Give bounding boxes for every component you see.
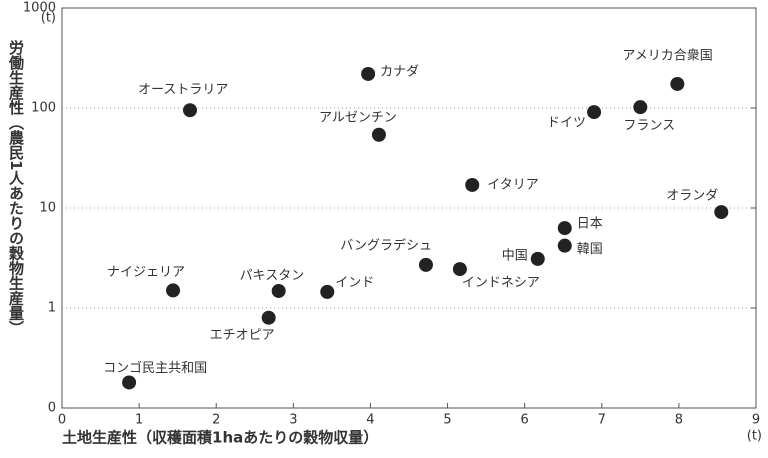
point-label: 日本 bbox=[577, 217, 603, 232]
point-label: オーストラリア bbox=[138, 83, 228, 98]
y-tick-label: 1 bbox=[48, 301, 56, 316]
point bbox=[371, 127, 386, 142]
x-unit: (t) bbox=[747, 429, 762, 444]
x-tick-label: 9 bbox=[752, 413, 760, 428]
point-label: フランス bbox=[623, 119, 675, 134]
point bbox=[587, 105, 602, 120]
point-label: インド bbox=[335, 275, 374, 290]
y-tick-label: 100 bbox=[31, 101, 56, 116]
point-label: インドネシア bbox=[462, 276, 540, 291]
point bbox=[271, 283, 286, 298]
point bbox=[320, 284, 335, 299]
x-tick-label: 5 bbox=[443, 413, 451, 428]
x-tick-label: 2 bbox=[212, 413, 220, 428]
point bbox=[714, 205, 729, 220]
point-label: ドイツ bbox=[547, 116, 586, 131]
point bbox=[633, 100, 648, 115]
point bbox=[670, 76, 685, 91]
point bbox=[452, 262, 467, 277]
point-label: オランダ bbox=[666, 189, 718, 204]
x-tick-label: 1 bbox=[135, 413, 143, 428]
point-label: カナダ bbox=[380, 64, 419, 79]
point-label: 中国 bbox=[502, 248, 528, 263]
point-label: アメリカ合衆国 bbox=[622, 47, 712, 63]
x-tick-label: 8 bbox=[675, 413, 683, 428]
point bbox=[122, 375, 137, 390]
point bbox=[183, 103, 198, 118]
x-tick-label: 0 bbox=[58, 413, 66, 428]
point-label: バングラデシュ bbox=[340, 237, 432, 253]
point-label: 韓国 bbox=[577, 242, 603, 257]
x-tick-label: 6 bbox=[521, 413, 529, 428]
point-label: イタリア bbox=[487, 177, 538, 192]
point-label: エチオピア bbox=[210, 328, 275, 343]
y-axis-label: 労働生産性（農民1人あたりの穀物生産量） bbox=[7, 39, 25, 335]
point bbox=[166, 283, 181, 298]
y-tick-label: 10 bbox=[39, 201, 56, 216]
point bbox=[261, 310, 276, 325]
point bbox=[361, 66, 376, 81]
point-label: アルゼンチン bbox=[319, 110, 397, 125]
point-label: コンゴ民主共和国 bbox=[103, 360, 207, 376]
point bbox=[557, 238, 572, 253]
point-label: ナイジェリア bbox=[107, 265, 185, 280]
plot-frame bbox=[61, 7, 757, 409]
point bbox=[465, 177, 480, 192]
point bbox=[557, 221, 572, 236]
y-tick-label: 1000 bbox=[23, 1, 56, 16]
point-label: パキスタン bbox=[240, 268, 305, 283]
y-unit: (t) bbox=[41, 11, 56, 26]
x-tick-label: 4 bbox=[366, 413, 374, 428]
y-tick-label: 0 bbox=[48, 401, 56, 416]
point bbox=[530, 251, 545, 266]
x-axis-label: 土地生産性（収穫面積1haあたりの穀物収量） bbox=[62, 429, 378, 447]
x-tick-label: 7 bbox=[598, 413, 606, 428]
x-tick-label: 3 bbox=[289, 413, 297, 428]
point bbox=[418, 257, 433, 272]
